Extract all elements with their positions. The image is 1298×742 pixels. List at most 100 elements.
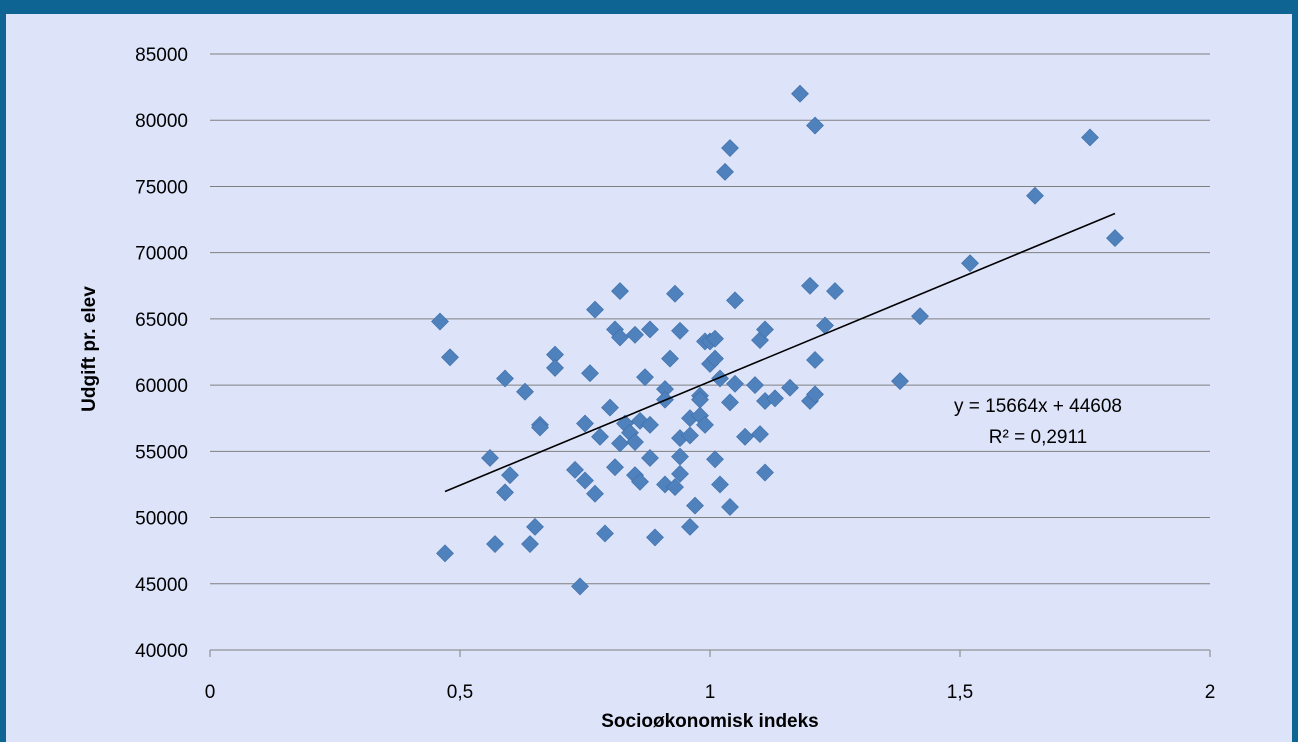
data-point	[706, 329, 724, 348]
data-point	[666, 478, 684, 497]
data-point	[1081, 128, 1099, 147]
data-point	[911, 307, 929, 326]
data-point	[961, 254, 979, 273]
data-point	[581, 364, 599, 383]
data-point	[586, 300, 604, 319]
y-tick-label: 80000	[135, 111, 188, 132]
data-point	[441, 348, 459, 367]
data-point	[596, 524, 614, 543]
data-point	[801, 276, 819, 295]
data-point	[826, 282, 844, 300]
data-point	[501, 466, 519, 485]
data-point	[806, 351, 824, 369]
data-point	[531, 418, 549, 437]
data-point	[606, 458, 624, 477]
data-point	[611, 282, 629, 300]
data-point	[566, 460, 584, 479]
data-point	[711, 475, 729, 494]
y-tick-label: 75000	[135, 177, 188, 198]
data-point	[806, 385, 824, 404]
data-point	[671, 321, 689, 340]
data-point	[436, 544, 454, 563]
y-tick-label: 70000	[135, 244, 188, 265]
y-axis-tick-labels: 40000 45000 50000 55000 60000 65000 70000 75000…	[135, 45, 188, 662]
data-point	[756, 320, 774, 339]
data-point	[891, 372, 909, 391]
data-point	[601, 398, 619, 417]
data-point	[571, 577, 589, 596]
data-point	[481, 449, 499, 467]
data-point	[766, 389, 784, 408]
data-point	[576, 414, 594, 433]
trendline	[444, 212, 1116, 493]
data-point	[671, 464, 689, 483]
data-point	[641, 449, 659, 467]
data-point	[791, 84, 809, 103]
x-tick-label: 1,5	[947, 682, 973, 703]
data-point	[486, 535, 504, 553]
data-point	[711, 369, 729, 388]
data-point	[521, 535, 539, 553]
y-tick-label: 60000	[135, 376, 188, 397]
data-point	[696, 415, 714, 434]
data-point	[516, 382, 534, 401]
data-point	[706, 349, 724, 368]
y-tick-label: 55000	[135, 442, 188, 463]
data-point	[641, 320, 659, 339]
data-point	[666, 284, 684, 303]
trendline-r-squared: R² = 0,2911	[989, 427, 1087, 448]
data-point	[686, 496, 704, 515]
y-tick-label: 45000	[135, 575, 188, 596]
data-point	[546, 358, 564, 377]
trendline-equation: y = 15664x + 44608	[954, 396, 1122, 417]
y-tick-label: 85000	[135, 45, 188, 66]
data-point	[681, 517, 699, 536]
data-point	[626, 433, 644, 451]
data-point	[496, 369, 514, 388]
data-point	[806, 116, 824, 135]
data-point	[721, 393, 739, 412]
data-point	[781, 378, 799, 397]
data-point	[496, 483, 514, 502]
y-axis-title: Udgift pr. elev	[79, 286, 100, 412]
data-point	[721, 139, 739, 157]
data-point	[681, 426, 699, 445]
x-tick-label: 0	[205, 682, 216, 703]
data-point	[626, 325, 644, 344]
data-point	[726, 374, 744, 393]
data-points	[431, 84, 1124, 596]
data-point	[641, 415, 659, 434]
y-tick-label: 65000	[135, 310, 188, 331]
data-point	[631, 472, 649, 491]
data-point	[431, 312, 449, 331]
data-point	[1026, 186, 1044, 205]
data-point	[746, 376, 764, 395]
data-point	[671, 447, 689, 466]
data-point	[751, 425, 769, 444]
x-axis-ticks	[209, 650, 1211, 657]
data-point	[721, 498, 739, 516]
y-tick-label: 40000	[135, 641, 188, 662]
data-point	[611, 434, 629, 453]
data-point	[591, 427, 609, 446]
data-point	[716, 162, 734, 181]
data-point	[646, 528, 664, 547]
data-point	[736, 427, 754, 446]
data-point	[726, 291, 744, 310]
data-point	[756, 463, 774, 482]
gridlines	[210, 53, 1210, 585]
data-point	[526, 517, 544, 536]
y-tick-label: 50000	[135, 509, 188, 530]
x-axis-tick-labels: 0 0,5 1 1,5 2	[205, 682, 1216, 703]
data-point	[661, 349, 679, 368]
data-point	[1106, 229, 1124, 248]
data-point	[636, 368, 654, 387]
data-point	[611, 328, 629, 347]
data-point	[576, 471, 594, 490]
data-point	[586, 484, 604, 503]
x-tick-label: 2	[1205, 682, 1216, 703]
x-tick-label: 1	[705, 682, 716, 703]
x-axis-title: Socioøkonomisk indeks	[601, 711, 819, 732]
